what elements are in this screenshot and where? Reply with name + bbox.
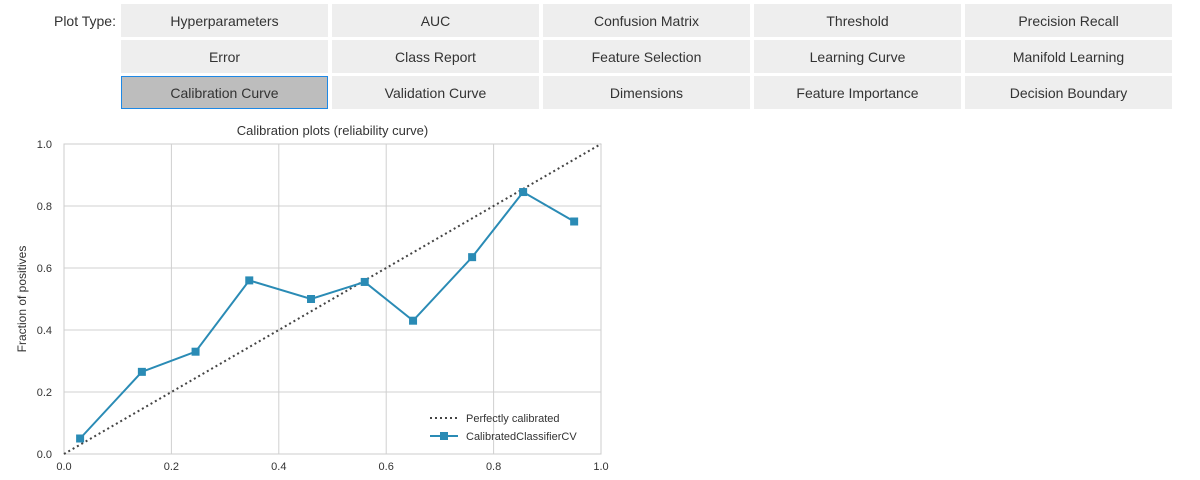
calibration-point: [468, 253, 477, 262]
calibration-point: [191, 347, 200, 356]
y-tick-label: 1.0: [37, 139, 52, 151]
x-tick-label: 0.8: [486, 461, 501, 473]
calibration-chart: 0.0 0.2 0.4 0.6 0.8 1.0 0.0 0.2 0.4 0.6 0.8 1.0 Cali…: [15, 123, 609, 473]
calibration-point: [570, 217, 579, 226]
decision-boundary-button[interactable]: Decision Boundary: [965, 76, 1172, 109]
plot-type-button-group: Hyperparameters AUC Confusion Matrix Thresh…: [121, 4, 1172, 109]
manifold-learning-button[interactable]: Manifold Learning: [965, 40, 1172, 73]
x-tick-label: 1.0: [593, 461, 608, 473]
calibration-point: [519, 188, 528, 197]
learning-curve-button[interactable]: Learning Curve: [754, 40, 961, 73]
y-axis-label: Fraction of positives: [15, 246, 29, 353]
y-tick-label: 0.8: [37, 201, 52, 213]
calibration-point: [137, 367, 146, 376]
y-tick-label: 0.0: [37, 449, 52, 461]
calibration-point: [307, 295, 316, 303]
threshold-button[interactable]: Threshold: [754, 4, 961, 37]
legend-perfect-label: Perfectly calibrated: [466, 413, 560, 425]
calibration-point: [76, 434, 85, 443]
calibration-point: [360, 277, 369, 286]
perfectly-calibrated-line: [63, 143, 602, 455]
legend-calibrated-label: CalibratedClassifierCV: [466, 431, 577, 443]
calibration-series-line: [79, 190, 575, 440]
x-tick-label: 0.0: [56, 461, 71, 473]
feature-importance-button[interactable]: Feature Importance: [754, 76, 961, 109]
hyperparameters-button[interactable]: Hyperparameters: [121, 4, 328, 37]
error-button[interactable]: Error: [121, 40, 328, 73]
calibration-curve-button[interactable]: Calibration Curve: [121, 76, 328, 109]
calibration-point: [409, 316, 418, 325]
feature-selection-button[interactable]: Feature Selection: [543, 40, 750, 73]
y-tick-label: 0.6: [37, 263, 52, 275]
calibration-point: [245, 276, 254, 285]
x-tick-label: 0.4: [271, 461, 286, 473]
validation-curve-button[interactable]: Validation Curve: [332, 76, 539, 109]
legend-calibrated-marker: [440, 432, 448, 440]
x-tick-label: 0.2: [164, 461, 179, 473]
plot-type-label: Plot Type:: [53, 13, 116, 29]
precision-recall-button[interactable]: Precision Recall: [965, 4, 1172, 37]
confusion-matrix-button[interactable]: Confusion Matrix: [543, 4, 750, 37]
class-report-button[interactable]: Class Report: [332, 40, 539, 73]
auc-button[interactable]: AUC: [332, 4, 539, 37]
y-tick-label: 0.2: [37, 387, 52, 399]
chart-title: Calibration plots (reliability curve): [237, 123, 428, 138]
dimensions-button[interactable]: Dimensions: [543, 76, 750, 109]
x-tick-label: 0.6: [379, 461, 394, 473]
y-tick-label: 0.4: [37, 325, 52, 337]
